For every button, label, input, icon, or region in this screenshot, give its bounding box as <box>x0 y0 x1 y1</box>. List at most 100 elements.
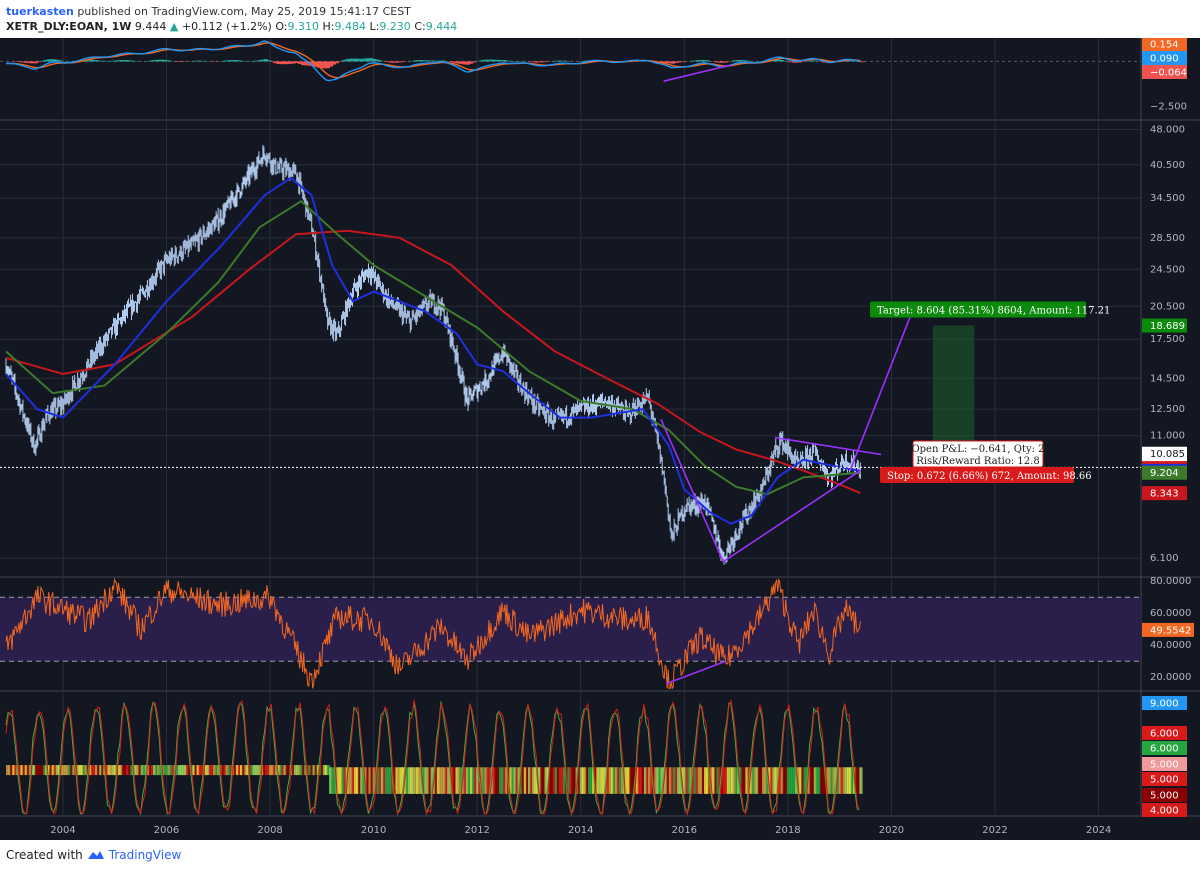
heatmap-cell <box>18 765 22 776</box>
heatmap-cell <box>424 767 428 794</box>
macd-bar <box>58 60 63 62</box>
heatmap-cell <box>664 767 668 794</box>
heatmap-cell <box>409 767 414 794</box>
heatmap-cell <box>521 767 525 794</box>
heatmap-cell <box>782 767 786 794</box>
heatmap-cell <box>59 765 64 776</box>
heatmap-cell <box>360 767 364 794</box>
heatmap-cell <box>646 767 650 794</box>
heatmap-cell <box>743 767 747 794</box>
trend-line <box>722 469 861 563</box>
heatmap-cell <box>519 767 523 794</box>
macd-bar <box>226 60 231 62</box>
heatmap-cell <box>161 765 165 776</box>
macd-tag <box>1142 38 1187 51</box>
heatmap-cell <box>256 765 260 776</box>
heatmap-cell <box>784 767 788 794</box>
heatmap-cell <box>828 767 832 794</box>
chart-area[interactable]: 2004 2006 2008 2010 2012 2014 2016 2018 2020 2022… <box>0 38 1200 840</box>
open-value: 9.310 <box>287 20 319 33</box>
heatmap-cell <box>571 767 575 794</box>
y-tick-label: 48.000 <box>1150 124 1185 135</box>
macd-bar <box>555 60 560 62</box>
macd-bar <box>291 61 296 64</box>
heatmap-cell <box>41 765 45 776</box>
moving-average-mid <box>5 199 861 496</box>
heatmap-cell <box>97 765 101 776</box>
rsi-tag <box>1142 622 1194 637</box>
heatmap-cell <box>169 765 173 776</box>
osc-tag-label: 5.000 <box>1150 775 1179 786</box>
heatmap-cell <box>128 765 132 776</box>
macd-bar <box>195 60 200 62</box>
macd-tag-label: −0.064 <box>1150 68 1187 79</box>
macd-bar <box>288 61 293 64</box>
heatmap-cell <box>63 765 68 776</box>
heatmap-cell <box>80 765 84 776</box>
macd-bar <box>773 59 778 62</box>
heatmap-cell <box>590 767 594 794</box>
macd-bar <box>472 61 477 63</box>
heatmap-cell <box>418 767 422 794</box>
heatmap-cell <box>134 765 138 776</box>
heatmap-cell <box>186 765 190 776</box>
heatmap-cell <box>235 765 240 776</box>
heatmap-cell <box>14 765 18 776</box>
x-tick-label: 2012 <box>464 825 489 836</box>
heatmap-cell <box>213 765 217 776</box>
heatmap-cell <box>43 765 47 776</box>
heatmap-cell <box>525 767 530 794</box>
macd-bar <box>739 60 744 62</box>
macd-bar <box>46 59 51 62</box>
tradingview-link[interactable]: TradingView <box>108 848 182 862</box>
heatmap-cell <box>846 767 851 794</box>
heatmap-cell <box>701 767 706 794</box>
macd-bar <box>49 59 54 62</box>
heatmap-cell <box>530 767 534 794</box>
macd-bar <box>114 60 119 62</box>
heatmap-cell <box>855 767 859 794</box>
heatmap-cell <box>693 767 697 794</box>
last-price: 9.444 <box>134 20 167 33</box>
macd-bar <box>798 61 803 63</box>
heatmap-cell <box>6 765 10 776</box>
heatmap-cell <box>333 767 337 794</box>
heatmap-cell <box>12 765 16 776</box>
heatmap-cell <box>368 767 372 794</box>
heatmap-cell <box>559 767 563 794</box>
heatmap-cell <box>585 767 590 794</box>
heatmap-cell <box>643 767 648 794</box>
heatmap-cell <box>764 767 768 794</box>
macd-bar <box>344 59 349 62</box>
macd-bar <box>503 60 508 62</box>
heatmap-cell <box>577 767 581 794</box>
symbol-label[interactable]: XETR_DLY:EOAN, 1W <box>6 20 132 33</box>
macd-bar <box>847 60 852 62</box>
macd-bar <box>232 60 237 62</box>
macd-bar <box>453 61 458 63</box>
heatmap-cell <box>140 765 144 776</box>
heatmap-cell <box>349 767 354 794</box>
macd-bar <box>111 60 116 62</box>
heatmap-cell <box>153 765 157 776</box>
heatmap-cell <box>105 765 109 776</box>
heatmap-cell <box>606 767 610 794</box>
heatmap-cell <box>799 767 803 794</box>
heatmap-cell <box>741 767 745 794</box>
heatmap-cell <box>182 765 186 776</box>
osc-tag-label: 5.000 <box>1150 791 1179 802</box>
heatmap-cell <box>739 767 743 794</box>
close-value: 9.444 <box>425 20 458 33</box>
heatmap-cell <box>148 765 153 776</box>
heatmap-cell <box>24 765 28 776</box>
heatmap-cell <box>61 765 66 776</box>
heatmap-cell <box>407 767 412 794</box>
target-label: Target: 8.604 (85.31%) 8604, Amount: 117… <box>877 306 1110 317</box>
heatmap-cell <box>790 767 795 794</box>
macd-bar <box>304 61 309 66</box>
heatmap-cell <box>358 767 362 794</box>
heatmap-cell <box>695 767 699 794</box>
macd-bar <box>235 60 240 62</box>
heatmap-cell <box>422 767 426 794</box>
author-link[interactable]: tuerkasten <box>6 5 74 18</box>
